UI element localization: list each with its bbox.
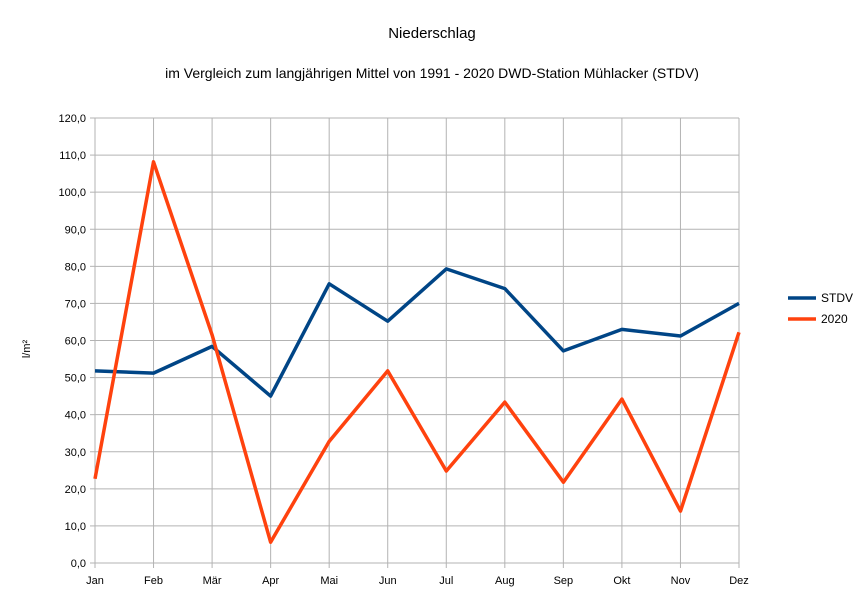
y-tick-label: 60,0: [65, 336, 86, 348]
series-line-2020: [93, 160, 741, 544]
x-tick-label: Apr: [262, 575, 279, 587]
x-tick-label: Sep: [554, 575, 574, 587]
y-tick-label: 120,0: [58, 113, 86, 125]
chart-subtitle: im Vergleich zum langjährigen Mittel von…: [165, 65, 699, 81]
series-line-STDV: [94, 267, 740, 398]
legend-label: STDV: [821, 291, 853, 305]
x-tick-label: Jun: [379, 575, 397, 587]
y-tick-label: 50,0: [65, 373, 86, 385]
series-lines: [93, 160, 741, 544]
x-tick-label: Aug: [495, 575, 515, 587]
x-tick-label: Jan: [86, 575, 104, 587]
y-axis-label: l/m²: [21, 340, 33, 359]
x-tick-label: Jul: [439, 575, 453, 587]
x-tick-label: Nov: [671, 575, 691, 587]
y-tick-label: 80,0: [65, 261, 86, 273]
y-tick-label: 70,0: [65, 298, 86, 310]
chart-title: Niederschlag: [388, 25, 476, 42]
y-tick-label: 110,0: [59, 150, 86, 162]
x-tick-label: Mai: [320, 575, 338, 587]
legend-label: 2020: [821, 312, 848, 326]
legend: STDV 2020: [788, 291, 853, 326]
x-tick-labels: Jan Feb Mär Apr Mai Jun Jul Aug Sep Okt Nov Dez: [86, 575, 749, 587]
grid: [90, 117, 740, 568]
x-tick-label: Okt: [613, 575, 630, 587]
y-tick-label: 30,0: [65, 447, 86, 459]
y-tick-label: 40,0: [65, 410, 86, 422]
y-tick-label: 0,0: [71, 558, 86, 570]
x-tick-label: Feb: [144, 575, 163, 587]
y-tick-label: 20,0: [65, 484, 86, 496]
x-tick-label: Mär: [203, 575, 222, 587]
x-tick-label: Dez: [729, 575, 749, 587]
y-tick-label: 100,0: [58, 187, 86, 199]
y-tick-labels: 0,0 10,0 20,0 30,0 40,0 50,0 60,0 70,0 80,0 90,0 1…: [58, 113, 86, 570]
y-tick-label: 90,0: [65, 224, 86, 236]
y-tick-label: 10,0: [65, 521, 86, 533]
